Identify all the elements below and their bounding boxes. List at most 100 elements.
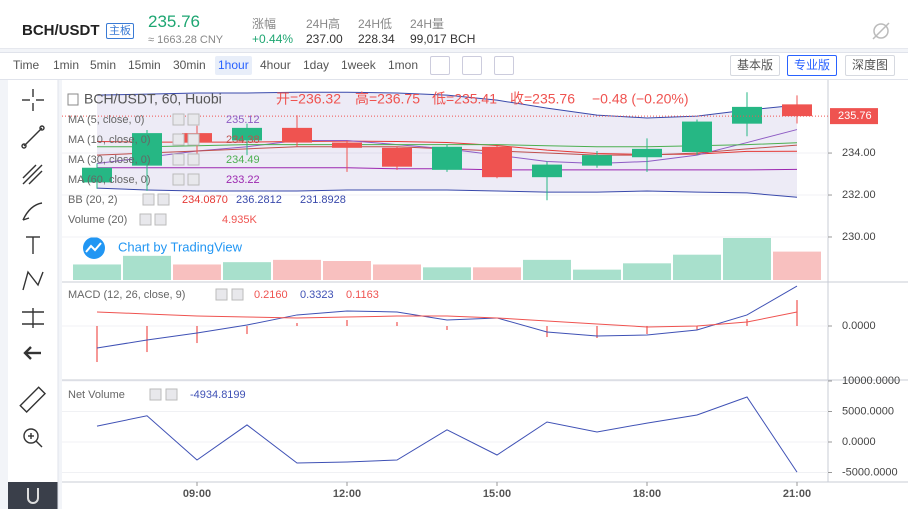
board-badge: 主板 bbox=[106, 23, 134, 39]
stat-label: 24H低 bbox=[358, 17, 393, 31]
volume-bar bbox=[123, 255, 171, 280]
macd-value: 0.3323 bbox=[300, 289, 334, 301]
ma-legend: MA (10, close, 0) bbox=[68, 134, 151, 146]
volume-bar bbox=[673, 254, 721, 280]
settings-icon bbox=[149, 388, 162, 401]
cny-price: ≈ 1663.28 CNY bbox=[148, 34, 224, 46]
bb-lower bbox=[96, 187, 798, 198]
macd-legend: MACD (12, 26, close, 9) bbox=[68, 289, 185, 301]
interval-button[interactable]: 30min bbox=[173, 58, 206, 72]
tool-icons bbox=[19, 89, 47, 448]
ohlc-label: 高=236.75 bbox=[355, 91, 420, 107]
ma-legend: MA (60, close, 0) bbox=[68, 174, 151, 186]
y-tick-label: 232.00 bbox=[842, 189, 876, 201]
drawing-toolbar bbox=[8, 80, 58, 509]
volume-bar bbox=[573, 269, 621, 280]
stat-value: 237.00 bbox=[306, 32, 343, 46]
text-tool[interactable] bbox=[26, 236, 40, 254]
interval-button[interactable]: Time bbox=[13, 58, 40, 72]
volume-bar bbox=[773, 251, 821, 280]
candle-body bbox=[82, 167, 112, 183]
legend-title: BCH/USDT, 60, Huobi bbox=[84, 91, 222, 107]
interval-button[interactable]: 5min bbox=[90, 58, 117, 72]
ohlc-label: 开=236.32 bbox=[276, 91, 341, 107]
candle-body bbox=[332, 142, 362, 148]
stat-label: 涨幅 bbox=[252, 17, 277, 31]
magnet-tool-bg[interactable] bbox=[8, 482, 58, 509]
ma-legend: MA (30, close, 0) bbox=[68, 154, 151, 166]
measure-tool[interactable] bbox=[22, 308, 44, 328]
x-tick-label: 18:00 bbox=[633, 488, 661, 500]
trend-line-tool[interactable] bbox=[21, 125, 45, 149]
macd-line bbox=[96, 311, 798, 328]
header: BCH/USDT 主板 235.76 ≈ 1663.28 CNY 涨幅 +0.44… bbox=[0, 0, 908, 49]
interval-button[interactable]: 1week bbox=[341, 58, 376, 72]
brush-tool[interactable] bbox=[22, 202, 43, 221]
volume-bar bbox=[73, 264, 121, 280]
hide-icon[interactable] bbox=[870, 20, 892, 42]
fork-tool[interactable] bbox=[22, 164, 43, 185]
chart-type-button[interactable] bbox=[430, 56, 450, 75]
settings-icon bbox=[172, 173, 185, 186]
stat-value: 228.34 bbox=[358, 32, 395, 46]
screenshot-button[interactable] bbox=[494, 56, 514, 75]
volume-legend: Volume (20) bbox=[68, 214, 127, 226]
close-icon bbox=[187, 133, 200, 146]
zoom-tool[interactable] bbox=[23, 428, 43, 448]
hide-icon-eye bbox=[873, 23, 889, 39]
view-button[interactable]: 深度图 bbox=[845, 55, 895, 76]
view-button[interactable]: 专业版 bbox=[787, 55, 837, 76]
bb-value: 234.0870 bbox=[182, 194, 228, 206]
settings-icon bbox=[172, 133, 185, 146]
close-icon bbox=[231, 288, 244, 301]
tradingview-logo-mark bbox=[85, 242, 102, 253]
ruler-tool[interactable] bbox=[19, 386, 47, 414]
indicators-button[interactable] bbox=[462, 56, 482, 75]
volume-value: 4.935K bbox=[222, 214, 258, 226]
net-volume-legend: Net Volume bbox=[68, 389, 125, 401]
stat-value: 99,017 BCH bbox=[410, 32, 476, 46]
ma-value: 234.38 bbox=[226, 134, 260, 146]
bb-upper bbox=[96, 91, 798, 119]
candle-body bbox=[582, 155, 612, 166]
interval-button[interactable]: 1min bbox=[53, 58, 80, 72]
close-icon bbox=[187, 113, 200, 126]
magnet-tool[interactable] bbox=[27, 488, 39, 504]
crosshair-tool[interactable] bbox=[22, 89, 44, 111]
volume-bar bbox=[623, 263, 671, 280]
x-tick-label: 12:00 bbox=[333, 488, 361, 500]
ma-value: 234.49 bbox=[226, 154, 260, 166]
settings-icon bbox=[172, 153, 185, 166]
toolbar: Time 1min 5min 15min 30min 1hour 4hour 1day 1wee… bbox=[0, 52, 908, 80]
interval-button[interactable]: 1mon bbox=[388, 58, 419, 72]
interval-button[interactable]: 1day bbox=[303, 58, 330, 72]
candle-body bbox=[232, 127, 262, 141]
last-price-box bbox=[830, 108, 878, 125]
y-tick-label: 0.0000 bbox=[842, 436, 876, 448]
candle-body bbox=[632, 148, 662, 158]
pattern-tool[interactable] bbox=[22, 270, 44, 291]
close-icon bbox=[157, 193, 170, 206]
view-button[interactable]: 基本版 bbox=[730, 55, 780, 76]
candle-body bbox=[432, 146, 462, 170]
close-icon bbox=[154, 213, 167, 226]
candle-body bbox=[282, 127, 312, 143]
back-tool[interactable] bbox=[23, 346, 41, 360]
macd-line bbox=[96, 285, 798, 349]
net-volume-line bbox=[96, 396, 798, 473]
watermark: Chart by TradingView bbox=[118, 239, 243, 254]
interval-button[interactable]: 4hour bbox=[260, 58, 291, 72]
volume-bar bbox=[473, 267, 521, 280]
stat-label: 24H量 bbox=[410, 17, 445, 31]
volume-bar bbox=[373, 264, 421, 280]
net-volume-value: -4934.8199 bbox=[190, 389, 246, 401]
macd-value: 0.1163 bbox=[346, 289, 379, 301]
candle-body bbox=[532, 164, 562, 178]
candle-body bbox=[782, 104, 812, 117]
bb-value: 231.8928 bbox=[300, 194, 346, 206]
close-icon bbox=[187, 173, 200, 186]
x-tick-label: 09:00 bbox=[183, 488, 211, 500]
interval-button[interactable]: 1hour bbox=[215, 56, 252, 75]
interval-button[interactable]: 15min bbox=[128, 58, 161, 72]
